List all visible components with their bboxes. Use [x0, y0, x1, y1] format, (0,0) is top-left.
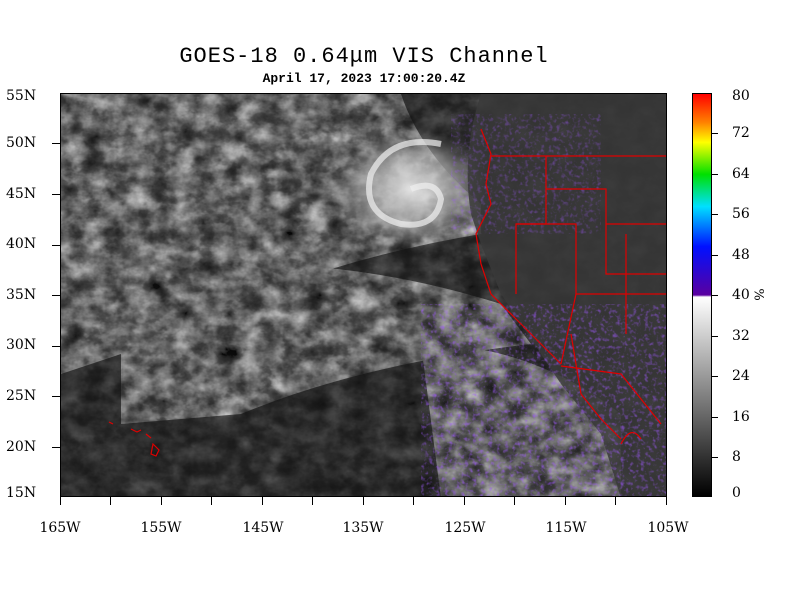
lon-label-145w: 145W — [242, 520, 284, 536]
lon-tick — [666, 497, 667, 505]
colorbar-label: 64 — [732, 166, 750, 182]
colorbar-label: 80 — [732, 88, 750, 104]
colorbar — [692, 93, 712, 497]
colorbar-label: 32 — [732, 328, 750, 344]
satellite-imagery-svg — [61, 94, 666, 496]
lon-tick — [211, 497, 212, 505]
lat-label-20n: 20N — [6, 439, 37, 455]
colorbar-label: 8 — [732, 449, 741, 465]
colorbar-tick — [712, 457, 718, 458]
lat-label-45n: 45N — [6, 186, 37, 202]
colorbar-tick — [712, 376, 718, 377]
colorbar-label: 48 — [732, 247, 750, 263]
colorbar-tick — [712, 295, 718, 296]
lat-tick — [52, 245, 60, 246]
lat-label-40n: 40N — [6, 236, 37, 252]
lon-tick — [110, 497, 111, 505]
lon-label-155w: 155W — [140, 520, 182, 536]
lon-tick — [161, 497, 162, 505]
lat-label-30n: 30N — [6, 337, 37, 353]
colorbar-tick — [712, 336, 718, 337]
lon-label-165w: 165W — [39, 520, 81, 536]
lat-tick — [52, 194, 60, 195]
colorbar-tick — [712, 417, 718, 418]
political-borders — [108, 128, 666, 457]
lon-tick — [363, 497, 364, 505]
lon-tick — [60, 497, 61, 505]
lon-tick — [464, 497, 465, 505]
colorbar-unit: % — [750, 288, 766, 301]
lat-tick — [52, 143, 60, 144]
colorbar-label: 56 — [732, 206, 750, 222]
colorbar-tick — [712, 214, 718, 215]
colorbar-tick — [712, 133, 718, 134]
lat-label-55n: 55N — [6, 88, 37, 104]
lon-tick — [413, 497, 414, 505]
lon-tick — [565, 497, 566, 505]
lat-tick — [52, 396, 60, 397]
lon-label-105w: 105W — [647, 520, 689, 536]
satellite-image — [60, 93, 667, 497]
lat-label-25n: 25N — [6, 388, 37, 404]
colorbar-tick — [712, 174, 718, 175]
colorbar-label: 16 — [732, 409, 750, 425]
lat-label-15n: 15N — [6, 485, 37, 501]
lon-tick — [312, 497, 313, 505]
map-title: GOES-18 0.64μm VIS Channel — [179, 44, 549, 69]
lon-tick — [615, 497, 616, 505]
colorbar-label: 40 — [732, 287, 750, 303]
lon-tick — [262, 497, 263, 505]
lon-label-135w: 135W — [342, 520, 384, 536]
colorbar-label: 0 — [732, 485, 741, 501]
lon-label-125w: 125W — [444, 520, 486, 536]
lat-tick — [52, 295, 60, 296]
lon-label-115w: 115W — [545, 520, 587, 536]
lat-label-35n: 35N — [6, 287, 37, 303]
map-subtitle: April 17, 2023 17:00:20.4Z — [262, 71, 466, 86]
colorbar-label: 24 — [732, 368, 750, 384]
lat-tick — [52, 447, 60, 448]
lat-tick — [52, 346, 60, 347]
lat-label-50n: 50N — [6, 135, 37, 151]
lon-tick — [514, 497, 515, 505]
colorbar-label: 72 — [732, 125, 750, 141]
colorbar-tick — [712, 255, 718, 256]
